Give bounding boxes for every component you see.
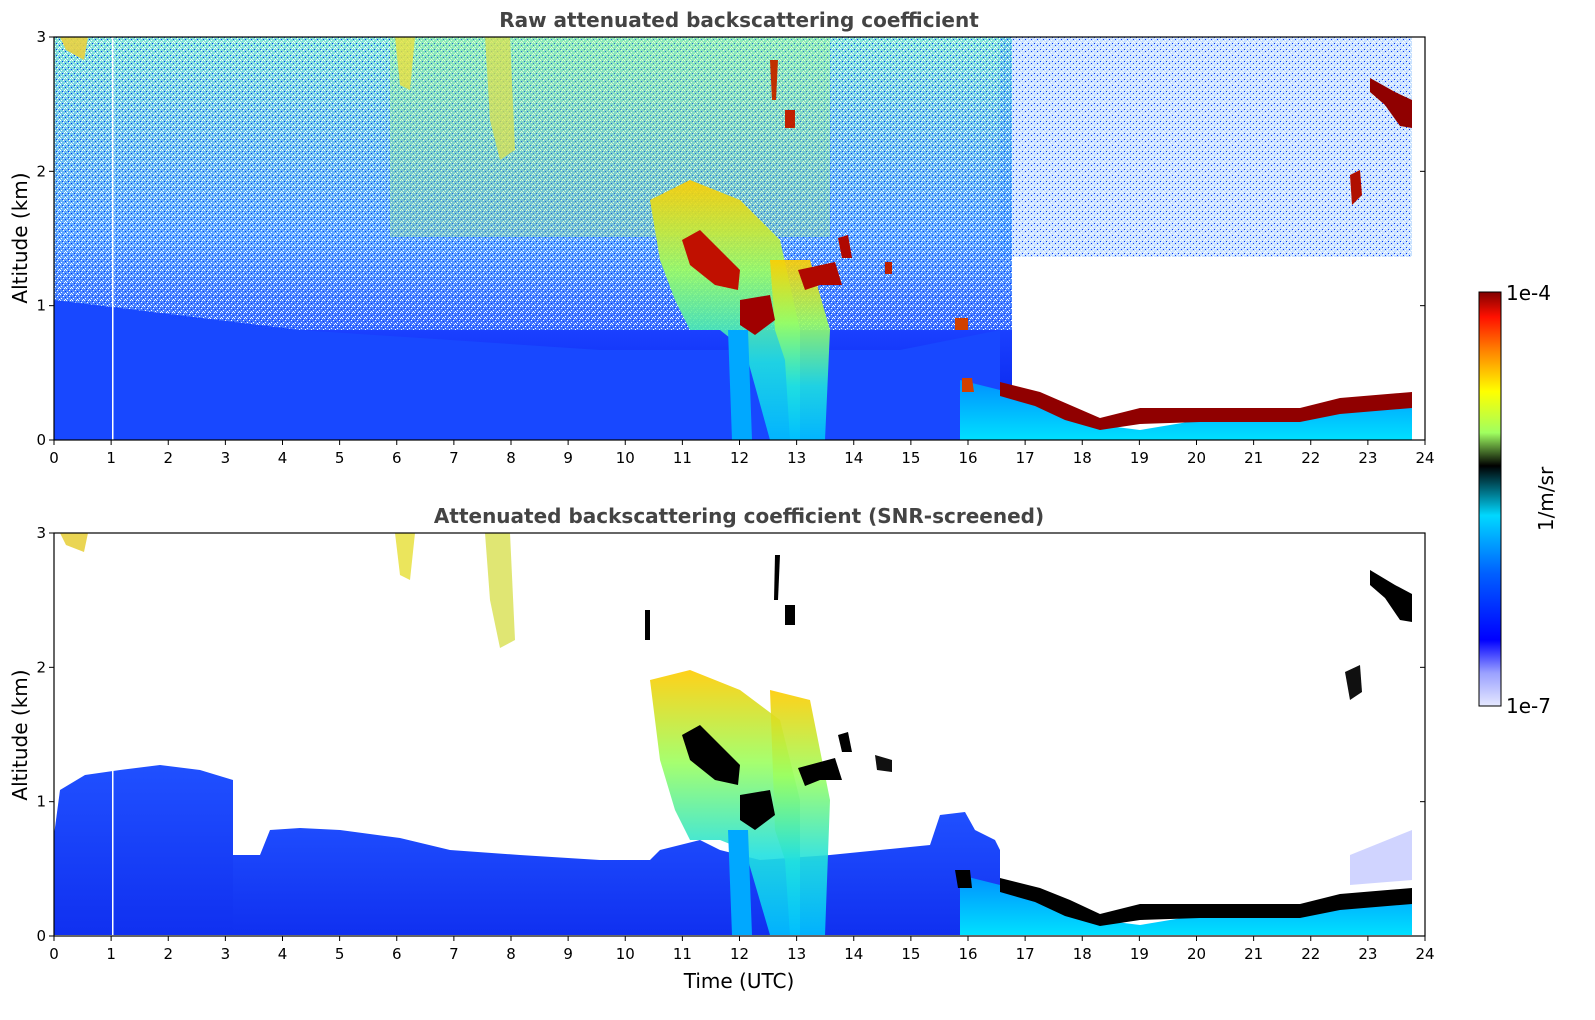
screened-x-tick-label: 12: [730, 945, 749, 963]
screened-x-tick-label: 2: [163, 945, 173, 963]
screened-y-tick-label: 2: [36, 658, 46, 676]
screened-x-tick-label: 21: [1244, 945, 1263, 963]
screened-heatmap: [54, 533, 1425, 936]
raw-x-tick-label: 1: [106, 449, 116, 467]
screened-x-tick-label: 11: [673, 945, 692, 963]
screened-x-tick-label: 10: [616, 945, 635, 963]
screened-y-tick-label: 3: [36, 524, 46, 542]
screened-y-tick-label: 0: [36, 927, 46, 945]
raw-x-tick-label: 7: [449, 449, 459, 467]
screened-x-axis: 0 1 2 3 4 5 6 7 8 9 10 11 12 13 14 15 16 17 18 19 20 21 22 23 24: [49, 936, 1435, 963]
screened-panel-title: Attenuated backscattering coefficient (S…: [434, 504, 1044, 528]
raw-x-tick-label: 2: [163, 449, 173, 467]
raw-x-tick-label: 16: [958, 449, 977, 467]
screened-x-tick-label: 18: [1073, 945, 1092, 963]
raw-y-tick-label: 2: [36, 162, 46, 180]
screened-y-axis: 0 1 2 3: [36, 524, 1425, 945]
raw-y-tick-label: 3: [36, 28, 46, 46]
screened-x-tick-label: 1: [106, 945, 116, 963]
raw-heatmap: [54, 37, 1425, 440]
screened-x-tick-label: 16: [958, 945, 977, 963]
screened-x-tick-label: 5: [335, 945, 345, 963]
screened-panel: Attenuated backscattering coefficient (S…: [8, 504, 1435, 993]
screened-x-tick-label: 13: [787, 945, 806, 963]
raw-x-tick-label: 14: [844, 449, 863, 467]
raw-x-tick-label: 4: [278, 449, 288, 467]
screened-x-tick-label: 9: [563, 945, 573, 963]
raw-x-tick-label: 22: [1301, 449, 1320, 467]
raw-y-axis: 0 1 2 3: [36, 28, 1425, 449]
colorbar-max-label: 1e-4: [1506, 281, 1551, 305]
raw-x-tick-label: 11: [673, 449, 692, 467]
raw-x-tick-label: 24: [1415, 449, 1434, 467]
screened-x-tick-label: 7: [449, 945, 459, 963]
colorbar: 1e-4 1e-7 1/m/sr: [1478, 281, 1558, 718]
raw-x-tick-label: 5: [335, 449, 345, 467]
raw-x-tick-label: 21: [1244, 449, 1263, 467]
raw-x-tick-label: 19: [1130, 449, 1149, 467]
raw-x-tick-label: 8: [506, 449, 516, 467]
raw-x-axis: 0 1 2 3 4 5 6 7 8 9 10 11 12 13 14 15 16 17 18 19 20 21 22 23 24: [49, 440, 1435, 467]
screened-x-tick-label: 22: [1301, 945, 1320, 963]
raw-x-tick-label: 17: [1016, 449, 1035, 467]
raw-panel: Raw attenuated backscattering coefficien…: [8, 8, 1435, 467]
raw-x-tick-label: 0: [49, 449, 59, 467]
screened-x-tick-label: 8: [506, 945, 516, 963]
screened-x-tick-label: 0: [49, 945, 59, 963]
screened-x-tick-label: 17: [1016, 945, 1035, 963]
screened-x-tick-label: 4: [278, 945, 288, 963]
raw-x-tick-label: 12: [730, 449, 749, 467]
colorbar-unit-label: 1/m/sr: [1534, 466, 1558, 531]
screened-x-tick-label: 6: [392, 945, 402, 963]
screened-x-tick-label: 14: [844, 945, 863, 963]
raw-x-tick-label: 18: [1073, 449, 1092, 467]
raw-x-tick-label: 10: [616, 449, 635, 467]
raw-panel-title: Raw attenuated backscattering coefficien…: [499, 8, 979, 32]
screened-x-tick-label: 24: [1415, 945, 1434, 963]
raw-x-tick-label: 3: [221, 449, 231, 467]
raw-x-tick-label: 9: [563, 449, 573, 467]
colorbar-min-label: 1e-7: [1506, 694, 1551, 718]
x-axis-label: Time (UTC): [683, 969, 795, 993]
screened-x-tick-label: 23: [1358, 945, 1377, 963]
screened-y-axis-label: Altitude (km): [8, 669, 32, 800]
screened-x-tick-label: 3: [221, 945, 231, 963]
raw-y-tick-label: 0: [36, 431, 46, 449]
screened-x-tick-label: 20: [1187, 945, 1206, 963]
screened-x-tick-label: 15: [901, 945, 920, 963]
raw-x-tick-label: 13: [787, 449, 806, 467]
raw-x-tick-label: 6: [392, 449, 402, 467]
screened-y-tick-label: 1: [36, 793, 46, 811]
raw-x-tick-label: 20: [1187, 449, 1206, 467]
raw-x-tick-label: 15: [901, 449, 920, 467]
colorbar-gradient: [1478, 291, 1502, 707]
raw-y-axis-label: Altitude (km): [8, 172, 32, 303]
screened-x-tick-label: 19: [1130, 945, 1149, 963]
raw-y-tick-label: 1: [36, 297, 46, 315]
raw-x-tick-label: 23: [1358, 449, 1377, 467]
